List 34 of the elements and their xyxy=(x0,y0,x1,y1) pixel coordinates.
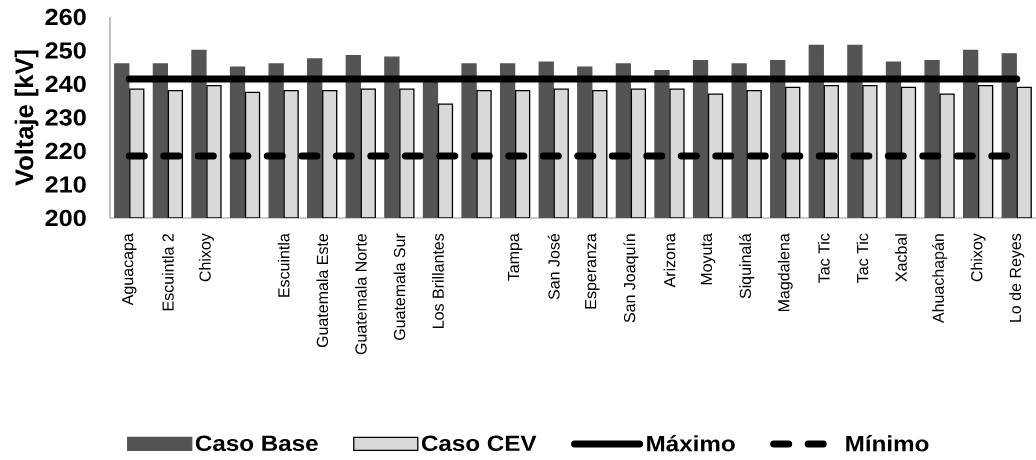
legend-label: Máximo xyxy=(647,435,735,452)
x-tick-label: Lo de Reyes xyxy=(1009,233,1025,322)
y-axis-title: Voltaje [kV] xyxy=(14,50,39,186)
x-tick-label: Escuintla xyxy=(277,233,290,297)
x-tick-label: Ahuachapán xyxy=(932,234,948,324)
y-tick-label: 240 xyxy=(45,75,86,93)
legend-label: Caso CEV xyxy=(421,435,537,452)
y-tick-label: 230 xyxy=(45,109,86,126)
x-tick-label: San Joaquín xyxy=(623,234,639,323)
x-tick-label: Siquinalá xyxy=(739,233,755,299)
y-tick-label: 200 xyxy=(45,209,86,227)
x-tick-label: Escuintla 2 xyxy=(162,234,174,311)
x-tick-label: Guatemala Sur xyxy=(393,233,406,340)
x-tick-label: Magdalena xyxy=(777,233,793,312)
y-tick-label: 260 xyxy=(45,8,86,26)
x-tick-label: Esperanza xyxy=(585,233,600,309)
legend-label: Caso Base xyxy=(195,435,318,452)
legend-label: Mínimo xyxy=(846,435,929,452)
x-tick-label: Xacbal xyxy=(895,234,907,282)
x-tick-label: Chixoy xyxy=(199,233,214,282)
x-tick-label: Tampa xyxy=(507,233,523,281)
x-tick-label: Moyuta xyxy=(700,233,716,285)
x-tick-label: San José xyxy=(547,233,560,300)
x-tick-label: Los Brillantes xyxy=(432,233,444,328)
y-tick-label: 210 xyxy=(45,176,86,193)
x-tick-label: Aguacapa xyxy=(122,233,137,306)
x-tick-label: Guatemala Este xyxy=(316,233,329,348)
x-tick-label: Tac Tic xyxy=(856,233,869,283)
x-tick-label: Guatemala Norte xyxy=(354,233,367,355)
x-tick-label: Arizona xyxy=(663,233,676,288)
y-tick-label: 250 xyxy=(45,42,86,59)
x-tick-label: Chixoy xyxy=(970,233,986,282)
x-tick-label: Tac Tic xyxy=(817,233,830,283)
y-tick-label: 220 xyxy=(45,142,86,160)
